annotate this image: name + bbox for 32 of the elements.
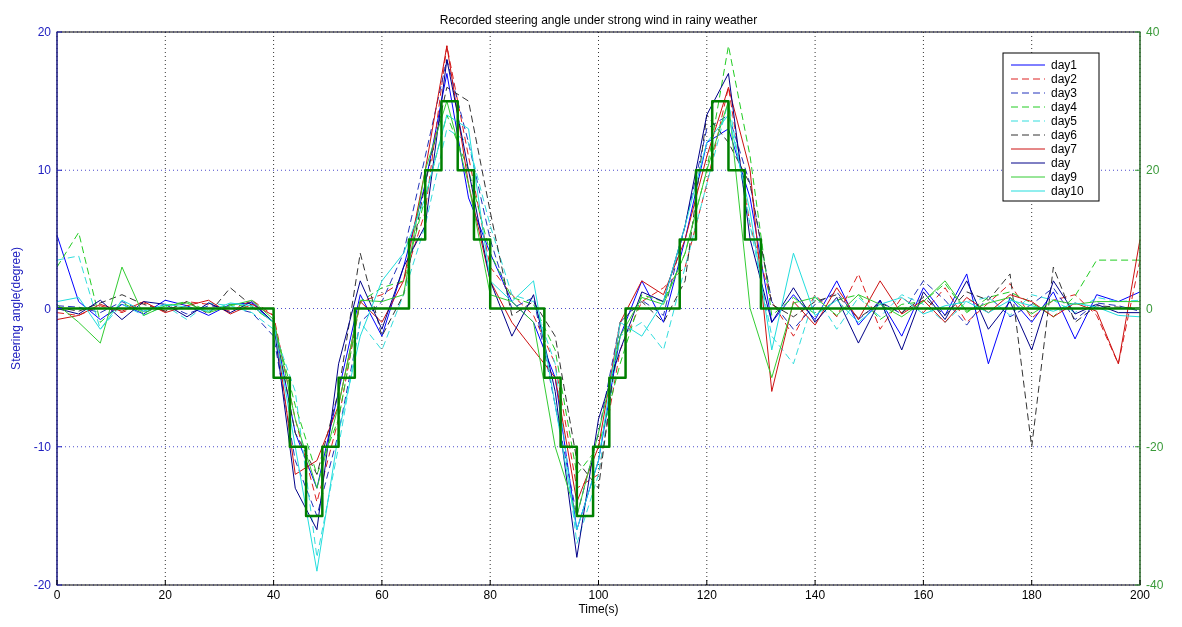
legend-label: day3 xyxy=(1051,86,1078,100)
y-axis-title: Steering angle(degree) xyxy=(9,247,23,370)
legend-label: day9 xyxy=(1051,170,1078,184)
y2-tick-label: 0 xyxy=(1146,301,1153,316)
x-axis-title: Time(s) xyxy=(578,602,619,616)
chart-title: Recorded steering angle under strong wind in rainy weather xyxy=(439,13,758,27)
x-tick-label: 160 xyxy=(913,588,934,602)
x-tick-label: 60 xyxy=(375,588,389,602)
x-tick-label: 20 xyxy=(158,588,173,602)
legend-label: day4 xyxy=(1051,100,1078,114)
y-tick-label: 10 xyxy=(37,163,52,178)
x-tick-label: 0 xyxy=(53,588,61,602)
x-tick-label: 80 xyxy=(483,588,498,602)
legend-label: day6 xyxy=(1051,128,1078,142)
y-tick-label: -10 xyxy=(33,439,52,454)
y2-tick-label: 20 xyxy=(1146,163,1160,178)
y-tick-label: 0 xyxy=(44,301,52,316)
legend-label: day10 xyxy=(1051,184,1085,198)
legend-label: day2 xyxy=(1051,72,1078,86)
x-tick-label: 40 xyxy=(266,588,281,602)
x-tick-label: 140 xyxy=(805,588,826,602)
y2-tick-label: 40 xyxy=(1146,25,1160,39)
legend-label: day1 xyxy=(1051,58,1078,72)
x-tick-label: 180 xyxy=(1021,588,1043,602)
y2-tick-label: -20 xyxy=(1146,439,1164,454)
x-tick-label: 120 xyxy=(696,588,718,602)
y-tick-label: -20 xyxy=(33,578,52,592)
x-tick-label: 100 xyxy=(588,588,609,602)
legend-label: day5 xyxy=(1051,114,1078,128)
y-tick-label: 20 xyxy=(37,25,52,39)
legend-label: day xyxy=(1051,156,1071,170)
legend-label: day7 xyxy=(1051,142,1078,156)
